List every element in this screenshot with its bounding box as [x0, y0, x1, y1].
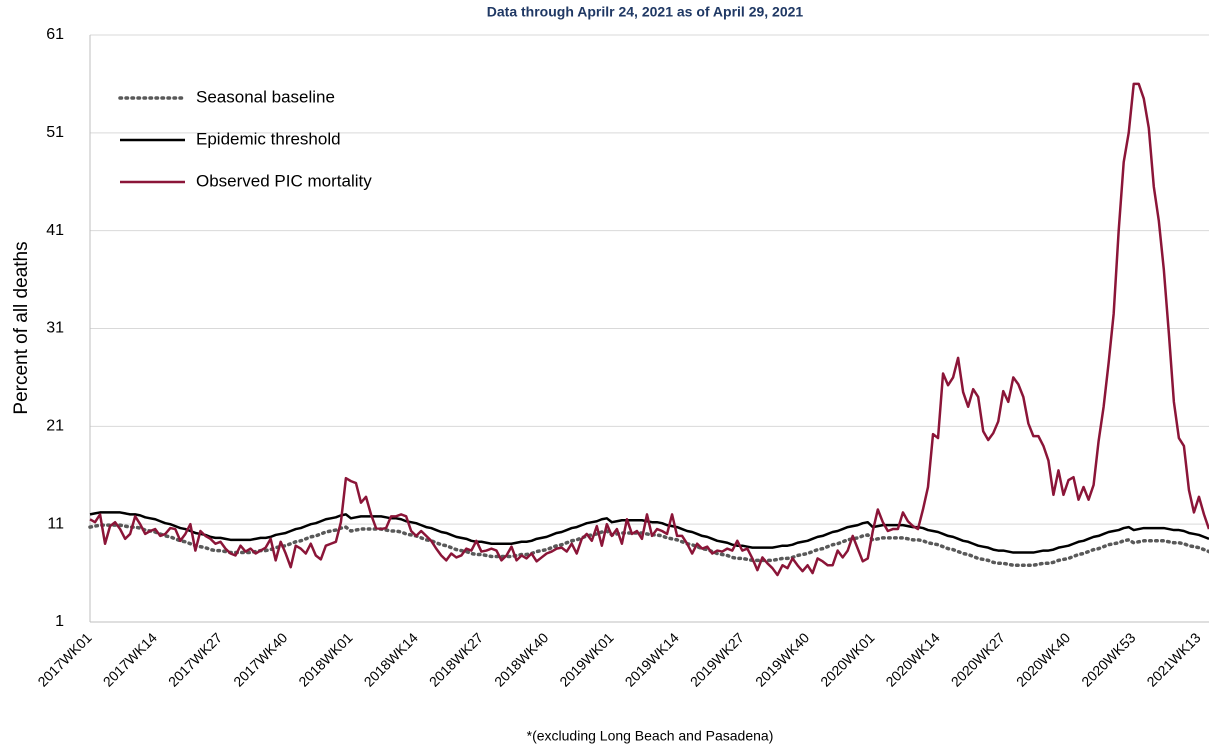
- footnote: *(excluding Long Beach and Pasadena): [527, 728, 774, 744]
- x-tick-label: 2018WK27: [426, 629, 486, 689]
- x-tick-label: 2020WK40: [1013, 629, 1073, 689]
- series-line: [89, 511, 1209, 554]
- y-tick-label: 11: [47, 515, 64, 532]
- chart-subtitle: Data through Aprilr 24, 2021 as of April…: [487, 4, 804, 20]
- x-tick-label: 2019WK14: [622, 629, 682, 689]
- legend-label: Seasonal baseline: [196, 87, 335, 106]
- x-tick-label: 2019WK27: [687, 629, 747, 689]
- x-tick-label: 2017WK40: [230, 629, 290, 689]
- x-tick-label: 2020WK14: [882, 629, 942, 689]
- x-tick-label: 2017WK14: [100, 629, 160, 689]
- series-line: [88, 523, 1209, 568]
- y-tick-label: 51: [46, 124, 64, 141]
- y-axis-label: Percent of all deaths: [11, 241, 32, 414]
- x-tick-label: 2021WK13: [1143, 629, 1203, 689]
- x-tick-label: 2020WK27: [948, 629, 1008, 689]
- legend-label: Epidemic threshold: [196, 129, 341, 148]
- y-tick-label: 61: [46, 26, 64, 43]
- x-tick-label: 2020WK53: [1078, 629, 1138, 689]
- x-tick-label: 2017WK01: [34, 629, 94, 689]
- y-tick-label: 21: [46, 418, 64, 435]
- x-tick-label: 2018WK01: [295, 629, 355, 689]
- y-tick-label: 41: [46, 222, 64, 239]
- y-tick-label: 1: [55, 613, 64, 630]
- legend-label: Observed PIC mortality: [196, 171, 372, 190]
- series-line: [89, 82, 1209, 577]
- x-tick-label: 2020WK01: [817, 629, 877, 689]
- x-tick-label: 2019WK40: [752, 629, 812, 689]
- x-tick-label: 2018WK14: [361, 629, 421, 689]
- y-tick-label: 31: [46, 320, 64, 337]
- x-tick-label: 2019WK01: [556, 629, 616, 689]
- x-tick-label: 2018WK40: [491, 629, 551, 689]
- x-tick-label: 2017WK27: [165, 629, 225, 689]
